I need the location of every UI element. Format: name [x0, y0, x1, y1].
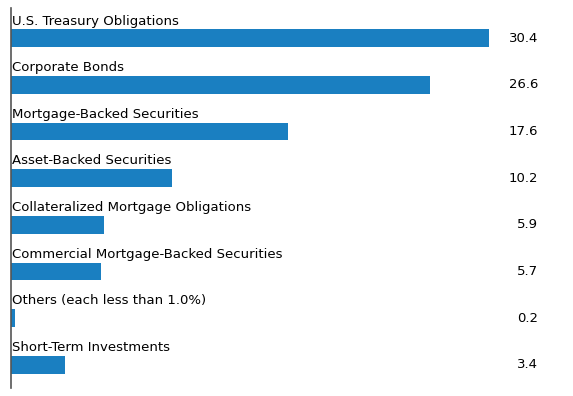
Text: Short-Term Investments: Short-Term Investments — [12, 341, 170, 354]
Text: Asset-Backed Securities: Asset-Backed Securities — [12, 154, 172, 168]
Bar — [11, 76, 430, 94]
Bar — [11, 356, 65, 373]
Bar — [11, 309, 14, 327]
Text: 0.2: 0.2 — [517, 312, 538, 325]
Text: Mortgage-Backed Securities: Mortgage-Backed Securities — [12, 108, 199, 121]
Bar — [11, 29, 489, 47]
Text: Collateralized Mortgage Obligations: Collateralized Mortgage Obligations — [12, 201, 252, 214]
Text: U.S. Treasury Obligations: U.S. Treasury Obligations — [12, 15, 179, 27]
Bar — [11, 169, 172, 187]
Text: Commercial Mortgage-Backed Securities: Commercial Mortgage-Backed Securities — [12, 248, 282, 261]
Text: 3.4: 3.4 — [517, 358, 538, 371]
Bar — [11, 123, 288, 141]
Text: 26.6: 26.6 — [509, 78, 538, 91]
Text: 5.9: 5.9 — [517, 218, 538, 231]
Text: 5.7: 5.7 — [517, 265, 538, 278]
Bar — [11, 263, 101, 280]
Text: 30.4: 30.4 — [509, 32, 538, 45]
Text: 17.6: 17.6 — [508, 125, 538, 138]
Text: Corporate Bonds: Corporate Bonds — [12, 61, 124, 74]
Text: 10.2: 10.2 — [508, 172, 538, 185]
Bar — [11, 216, 104, 234]
Text: Others (each less than 1.0%): Others (each less than 1.0%) — [12, 294, 206, 307]
